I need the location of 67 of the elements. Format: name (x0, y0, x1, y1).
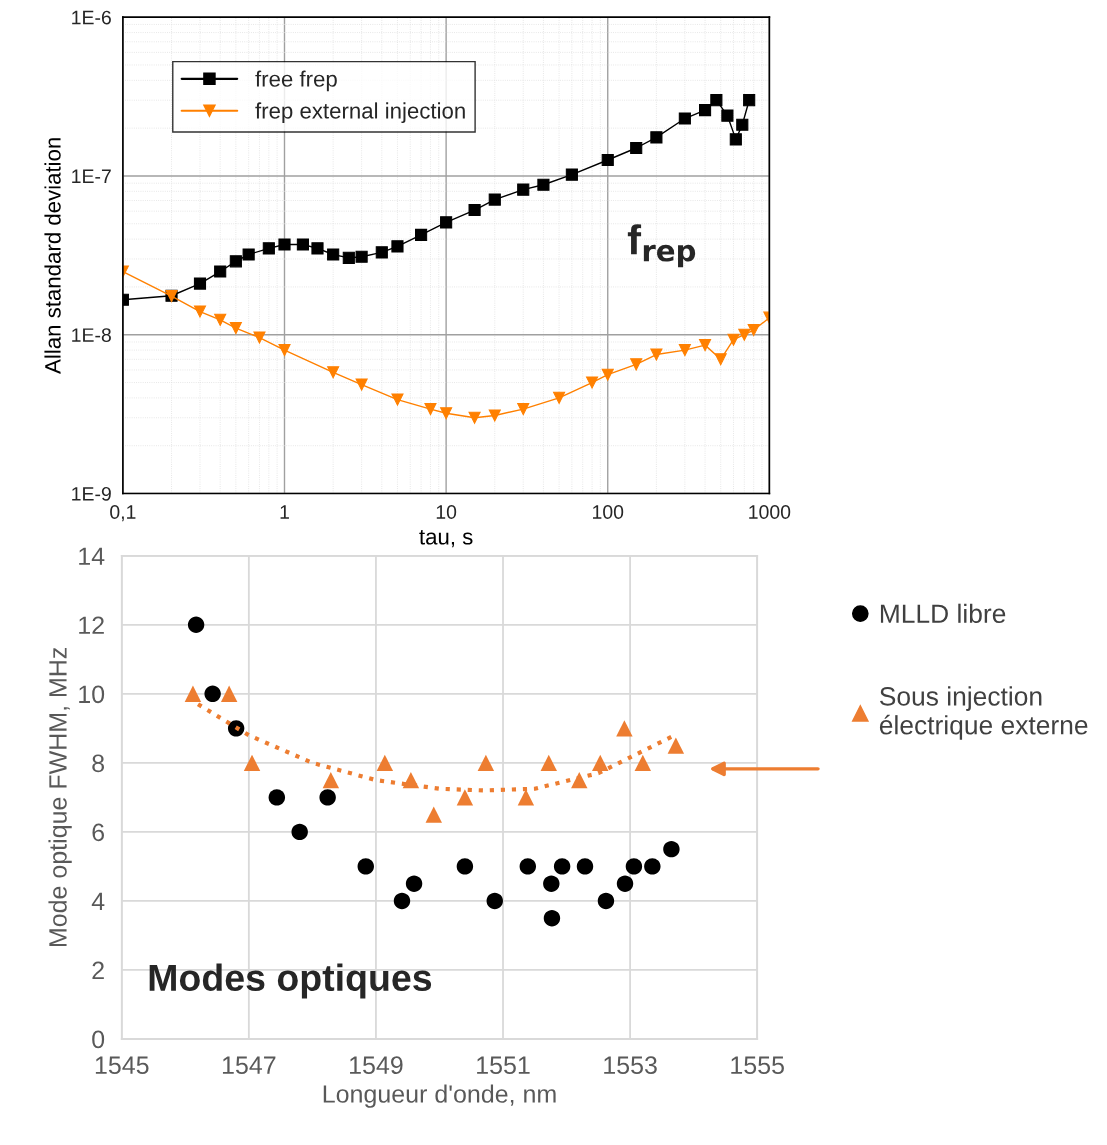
x-tick-label: 1000 (749, 505, 791, 519)
point (220, 685, 238, 703)
point (634, 754, 652, 772)
x-tick-label: 1547 (222, 1056, 276, 1074)
y-tick-label: 4 (91, 892, 105, 910)
point (592, 754, 609, 772)
point (477, 754, 495, 772)
y-tick-label: 0 (92, 1030, 105, 1049)
legend-label: free frep (255, 70, 337, 92)
legend-label: Sous injection électrique externe (879, 686, 1088, 740)
x-tick-label: 0,1 (110, 505, 136, 522)
point (291, 823, 308, 841)
y-axis-title: Mode optique FWHM, MHz (48, 647, 72, 947)
point (319, 789, 336, 806)
point (616, 875, 634, 892)
point (616, 720, 633, 737)
point (184, 685, 202, 703)
point (393, 892, 411, 910)
x-tick-label: 1553 (604, 1056, 657, 1074)
point (405, 875, 423, 892)
point (376, 754, 394, 772)
point (322, 771, 340, 789)
y-tick-label: 2 (92, 961, 104, 979)
legend-label: MLLD libre (880, 603, 1006, 624)
point (486, 892, 503, 910)
annotation: f$_{rep}$ (627, 224, 696, 268)
point (519, 858, 537, 875)
y-tick-label: 12 (79, 616, 104, 634)
point (243, 754, 261, 772)
point (625, 858, 643, 875)
x-tick-label: 1551 (477, 1056, 530, 1074)
y-tick-label: 6 (92, 823, 105, 842)
x-tick-label: 100 (593, 505, 624, 519)
y-tick-label: 1E-9 (72, 486, 111, 501)
point (663, 840, 680, 858)
y-axis-title: Allan standard deviation (44, 138, 61, 374)
x-axis-title: Longueur d'onde, nm (323, 1084, 556, 1108)
x-axis-title: tau, s (419, 530, 473, 548)
x-tick-label: 1 (280, 505, 289, 519)
point (456, 858, 474, 875)
point (597, 892, 615, 910)
x-tick-label: 1555 (731, 1056, 784, 1074)
y-tick-label: 1E-6 (72, 10, 111, 25)
point (517, 789, 535, 806)
y-tick-label: 1E-7 (72, 169, 111, 183)
point (553, 858, 571, 875)
y-tick-label: 14 (79, 547, 105, 565)
point (540, 754, 557, 772)
x-tick-label: 1549 (350, 1056, 403, 1074)
point (425, 806, 442, 823)
point (268, 789, 286, 806)
annotation: Modes optiques (149, 963, 432, 999)
point (204, 685, 221, 703)
point (576, 858, 594, 875)
legend-label: frep external injection (255, 102, 465, 124)
x-tick-label: 1545 (95, 1056, 149, 1074)
point (543, 875, 560, 892)
point (456, 789, 474, 806)
point (644, 858, 661, 875)
x-tick-label: 10 (436, 505, 457, 519)
y-tick-label: 1E-8 (72, 328, 111, 342)
point (357, 858, 374, 875)
point (187, 616, 205, 634)
y-tick-label: 8 (92, 754, 105, 773)
point (543, 909, 561, 927)
y-tick-label: 10 (79, 685, 105, 704)
point (667, 737, 685, 754)
